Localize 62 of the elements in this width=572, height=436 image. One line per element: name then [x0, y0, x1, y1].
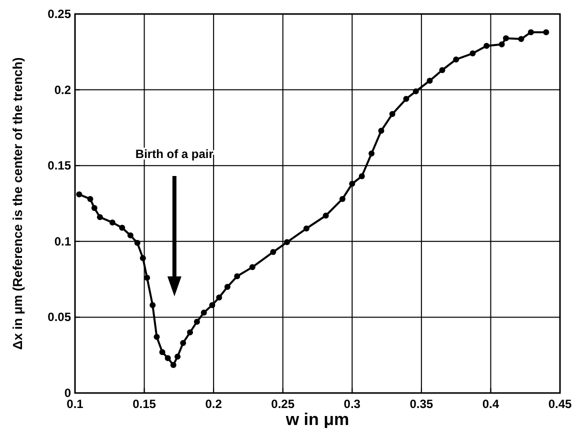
x-tick-label: 0.25	[271, 397, 295, 411]
point	[224, 284, 230, 290]
point	[484, 42, 490, 49]
point	[322, 212, 329, 219]
point	[194, 318, 200, 325]
point	[150, 302, 156, 308]
x-tick-label: 0.4	[482, 397, 500, 411]
point	[209, 302, 216, 308]
point	[200, 310, 207, 316]
point	[284, 239, 290, 246]
point	[368, 150, 375, 156]
y-tick-label: 0.15	[48, 158, 72, 173]
point	[502, 35, 509, 42]
point	[426, 78, 433, 84]
point	[134, 240, 140, 246]
point	[412, 88, 419, 94]
point	[154, 334, 160, 340]
x-tick-label: 0.3	[344, 397, 361, 411]
point	[96, 214, 103, 220]
point	[127, 232, 134, 238]
point	[270, 249, 276, 256]
y-tick-label: 0.05	[48, 310, 72, 324]
y-tick-label: 0.1	[54, 234, 72, 248]
point	[87, 196, 94, 202]
point	[119, 224, 126, 231]
point	[180, 340, 186, 346]
point	[234, 273, 240, 280]
point	[439, 67, 446, 74]
point	[543, 29, 550, 36]
x-tick-label: 0.15	[132, 397, 156, 411]
point	[389, 111, 396, 118]
x-tick-label: 0.1	[66, 397, 84, 411]
point	[249, 264, 256, 270]
point	[470, 50, 476, 56]
x-tick-label: 0.45	[548, 397, 572, 411]
y-tick-label: 0.25	[48, 7, 72, 21]
y-tick-label: 0	[64, 386, 72, 400]
point	[216, 294, 222, 300]
point	[91, 205, 98, 212]
point	[76, 191, 82, 198]
x-tick-label: 0.35	[410, 397, 434, 411]
point	[358, 173, 365, 180]
point	[518, 36, 524, 42]
x-tick-label: 0.2	[205, 397, 222, 411]
point	[174, 354, 181, 360]
y-axis-title: Δx in μm (Reference is the center of the trench)	[10, 57, 25, 350]
point	[498, 41, 505, 48]
point	[140, 255, 146, 262]
point	[170, 362, 176, 368]
point	[528, 29, 534, 36]
point	[164, 355, 171, 362]
point	[378, 128, 384, 134]
point	[403, 96, 410, 102]
point	[159, 349, 166, 356]
y-tick-label: 0.2	[54, 82, 72, 97]
point	[144, 274, 150, 281]
point	[187, 329, 194, 336]
point	[349, 180, 356, 187]
point	[303, 226, 310, 232]
point	[339, 196, 346, 202]
point	[109, 219, 116, 226]
point	[453, 56, 460, 62]
